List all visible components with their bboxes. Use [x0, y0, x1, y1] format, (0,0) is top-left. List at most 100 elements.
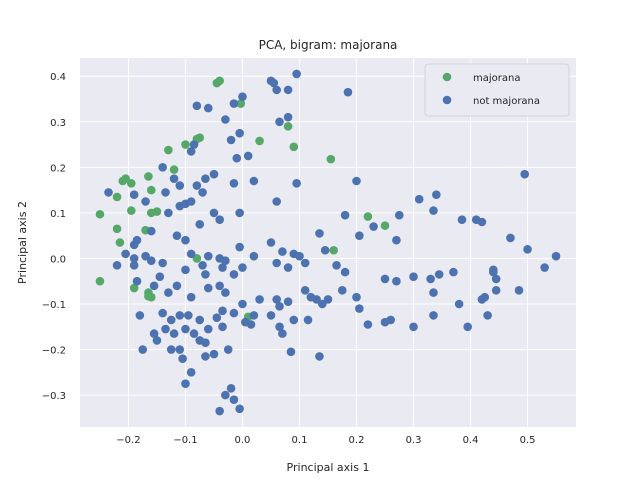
point-not-majorana — [380, 274, 390, 284]
point-majorana — [115, 238, 125, 247]
point-not-majorana — [315, 352, 324, 361]
point-not-majorana — [457, 215, 467, 225]
point-not-majorana — [483, 311, 492, 320]
point-not-majorana — [355, 304, 364, 313]
point-not-majorana — [266, 238, 276, 247]
y-tick-label: 0.0 — [50, 254, 66, 265]
x-tick-label: 0.3 — [406, 435, 422, 446]
point-not-majorana — [161, 324, 170, 334]
point-not-majorana — [169, 329, 179, 338]
point-not-majorana — [104, 188, 113, 197]
point-majorana — [112, 224, 122, 234]
point-majorana — [289, 142, 299, 152]
point-not-majorana — [121, 249, 130, 259]
point-not-majorana — [278, 247, 287, 256]
point-not-majorana — [283, 85, 293, 95]
point-not-majorana — [238, 263, 247, 272]
point-not-majorana — [152, 336, 162, 345]
point-not-majorana — [272, 197, 281, 206]
gridlines — [80, 58, 576, 427]
x-axis-ticks: −0.2 −0.1 0.0 0.1 0.2 0.3 0.4 0.5 — [116, 435, 535, 446]
point-not-majorana — [203, 324, 213, 334]
point-not-majorana — [146, 256, 156, 266]
legend-label-not-majorana: not majorana — [473, 96, 540, 107]
point-not-majorana — [169, 174, 179, 184]
point-not-majorana — [155, 272, 165, 281]
y-axis-title: Principal axis 2 — [16, 201, 29, 284]
point-not-majorana — [209, 349, 219, 359]
legend-box — [424, 63, 570, 117]
point-not-majorana — [195, 315, 205, 325]
point-majorana — [152, 207, 162, 216]
point-not-majorana — [201, 270, 210, 279]
point-not-majorana — [158, 308, 167, 318]
point-not-majorana — [275, 322, 284, 332]
point-not-majorana — [129, 260, 139, 270]
x-tick-label: −0.1 — [173, 435, 197, 446]
point-not-majorana — [135, 311, 145, 320]
point-not-majorana — [323, 295, 333, 304]
point-not-majorana — [212, 313, 222, 322]
point-not-majorana — [394, 210, 404, 220]
point-not-majorana — [249, 176, 259, 186]
point-not-majorana — [449, 267, 458, 277]
point-not-majorana — [429, 206, 438, 215]
point-not-majorana — [235, 128, 244, 138]
point-not-majorana — [363, 320, 373, 329]
point-not-majorana — [300, 286, 310, 295]
point-not-majorana — [181, 235, 190, 245]
point-not-majorana — [352, 292, 361, 302]
point-not-majorana — [275, 301, 284, 311]
legend-label-majorana: majorana — [473, 73, 520, 84]
point-not-majorana — [409, 272, 418, 281]
point-majorana — [212, 78, 222, 88]
point-not-majorana — [300, 258, 310, 268]
chart-title: PCA, bigram: majorana — [259, 38, 398, 52]
point-not-majorana — [429, 288, 438, 297]
point-not-majorana — [129, 240, 139, 250]
point-not-majorana — [278, 329, 287, 338]
point-majorana — [255, 136, 264, 146]
point-not-majorana — [303, 315, 313, 325]
point-not-majorana — [195, 219, 205, 229]
point-not-majorana — [215, 215, 224, 225]
plot-area-background — [80, 58, 576, 427]
point-not-majorana — [218, 322, 227, 332]
point-not-majorana — [141, 197, 150, 206]
point-majorana — [129, 283, 139, 293]
point-not-majorana — [337, 286, 347, 295]
point-not-majorana — [166, 345, 176, 354]
point-majorana — [181, 140, 190, 149]
point-not-majorana — [175, 201, 185, 211]
point-not-majorana — [369, 222, 378, 231]
point-not-majorana — [221, 256, 230, 266]
y-tick-label: −0.3 — [42, 391, 66, 402]
point-majorana — [112, 192, 122, 202]
point-not-majorana — [491, 274, 501, 284]
y-tick-label: −0.2 — [42, 346, 66, 357]
point-not-majorana — [175, 311, 185, 320]
point-majorana — [326, 154, 336, 164]
point-majorana — [164, 145, 173, 155]
point-not-majorana — [146, 226, 156, 236]
point-not-majorana — [235, 242, 244, 252]
point-not-majorana — [178, 354, 187, 363]
point-not-majorana — [221, 115, 230, 124]
point-not-majorana — [414, 194, 424, 204]
point-not-majorana — [315, 229, 324, 238]
point-not-majorana — [523, 245, 532, 254]
point-not-majorana — [340, 210, 350, 220]
point-not-majorana — [235, 208, 244, 218]
point-not-majorana — [392, 235, 401, 245]
point-not-majorana — [201, 352, 210, 361]
point-not-majorana — [201, 174, 210, 184]
point-not-majorana — [255, 295, 264, 304]
point-not-majorana — [520, 169, 529, 179]
point-not-majorana — [269, 78, 279, 88]
point-not-majorana — [506, 233, 515, 243]
point-not-majorana — [246, 320, 256, 329]
point-majorana — [118, 176, 128, 186]
point-not-majorana — [164, 288, 173, 297]
y-tick-label: 0.1 — [50, 209, 66, 220]
point-not-majorana — [198, 260, 207, 270]
